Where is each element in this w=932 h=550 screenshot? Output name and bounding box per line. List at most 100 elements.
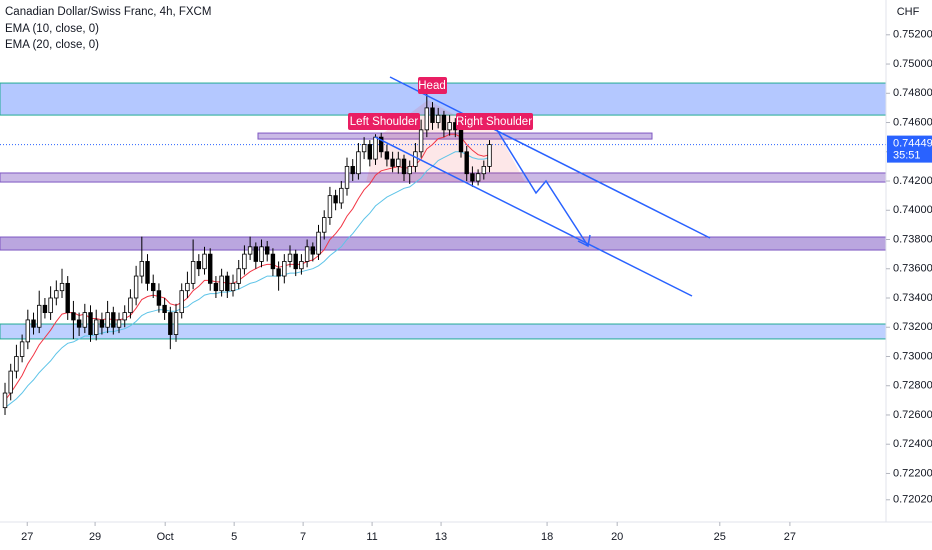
candle-body: [379, 136, 384, 153]
left-shoulder-label: Left Shoulder: [350, 116, 419, 128]
candle-body: [116, 319, 122, 328]
trend-line: [374, 136, 693, 297]
y-tick-label: 0.72800: [893, 380, 932, 392]
candle-body: [293, 253, 298, 270]
candle-body: [333, 195, 338, 204]
candle-body: [202, 253, 207, 270]
candle-body: [37, 304, 42, 328]
candle-body: [430, 107, 435, 123]
candle-body: [407, 165, 412, 175]
candle-body: [236, 268, 241, 284]
x-tick-label: 18: [541, 531, 553, 543]
candle-body: [276, 268, 281, 277]
candle-body: [99, 319, 105, 328]
label-box: [418, 77, 447, 94]
y-tick-label: 0.73000: [893, 350, 932, 362]
candle-body: [424, 107, 430, 131]
candle-body: [270, 253, 276, 270]
currency: CHF: [897, 6, 920, 18]
trend-line: [389, 76, 711, 239]
candle-body: [361, 144, 367, 153]
label-box: [456, 113, 533, 130]
candle-body: [162, 304, 167, 314]
candle-body: [156, 290, 162, 306]
candle-body: [59, 282, 65, 292]
zones: [0, 82, 887, 340]
candle-body: [168, 312, 173, 335]
candle-body: [470, 173, 475, 182]
candle-body: [413, 151, 418, 167]
candle-body: [367, 144, 373, 160]
candle-body: [253, 246, 259, 262]
last-price-box: [887, 135, 932, 163]
y-tick-label: 0.75000: [893, 58, 932, 70]
last-price-label: 0.74449: [893, 138, 932, 150]
y-tick-label: 0.72400: [893, 438, 932, 450]
x-tick-label: 29: [89, 531, 101, 543]
candle-body: [122, 312, 127, 321]
candle-body: [145, 261, 150, 284]
candle-body: [265, 246, 270, 255]
candle-body: [282, 261, 287, 277]
y-tick-label: 0.73600: [893, 263, 932, 275]
candle-body: [65, 282, 70, 314]
x-tick-label: 20: [611, 531, 623, 543]
candle-body: [299, 261, 304, 270]
candle-body: [128, 297, 133, 314]
candle-body: [25, 319, 31, 343]
projection-arrow: [496, 129, 589, 247]
candle-body: [259, 246, 264, 262]
chart-title: Canadian Dollar/Swiss Franc, 4h, FXCM: [5, 6, 211, 18]
countdown: 35:51: [893, 150, 921, 162]
candle-body: [14, 356, 19, 372]
x-tick-label: 5: [231, 531, 237, 543]
x-tick-label: 13: [435, 531, 447, 543]
y-tick-label: 0.72600: [893, 409, 932, 421]
candle-body: [481, 165, 487, 175]
candle-body: [42, 304, 48, 314]
legend-entry: EMA (20, close, 0): [5, 39, 99, 51]
candle-body: [390, 158, 395, 167]
candle-body: [464, 151, 469, 175]
candle-body: [185, 282, 190, 292]
candle-body: [339, 187, 344, 204]
candle-body: [111, 312, 116, 328]
candle-body: [48, 297, 53, 314]
candle-body: [196, 261, 202, 270]
candle-body: [19, 341, 25, 357]
candle-body: [133, 275, 139, 299]
candle-body: [384, 151, 390, 160]
y-tick-label: 0.72200: [893, 467, 932, 479]
candle-body: [350, 165, 355, 175]
candle-body: [208, 253, 213, 284]
candle-body: [105, 312, 110, 328]
candle-body: [441, 114, 447, 131]
candle-body: [242, 253, 247, 270]
right-shoulder-label: Right Shoulder: [456, 116, 532, 128]
y-tick-label: 0.74200: [893, 175, 932, 187]
y-tick-label: 0.74800: [893, 87, 932, 99]
x-tick-label: 7: [300, 531, 306, 543]
candle-body: [304, 246, 310, 262]
x-tick-label: 11: [366, 531, 377, 543]
candle-body: [190, 261, 196, 284]
zone: [0, 236, 887, 251]
candle-body: [139, 261, 145, 277]
candle-body: [88, 312, 93, 335]
candle-body: [447, 122, 452, 131]
price-axis: [886, 0, 932, 550]
x-tick-label: Oct: [157, 531, 174, 543]
candle-body: [213, 282, 219, 292]
candle-body: [225, 275, 230, 292]
candle-body: [287, 253, 293, 262]
y-tick-label: 0.74000: [893, 204, 932, 216]
candle-body: [418, 129, 424, 153]
candle-body: [71, 312, 76, 321]
head-label: Head: [418, 80, 446, 92]
y-tick-label: 0.73800: [893, 233, 932, 245]
candle-body: [2, 392, 8, 409]
candle-body: [179, 290, 184, 314]
candle-body: [151, 282, 156, 292]
candle-body: [327, 195, 333, 218]
